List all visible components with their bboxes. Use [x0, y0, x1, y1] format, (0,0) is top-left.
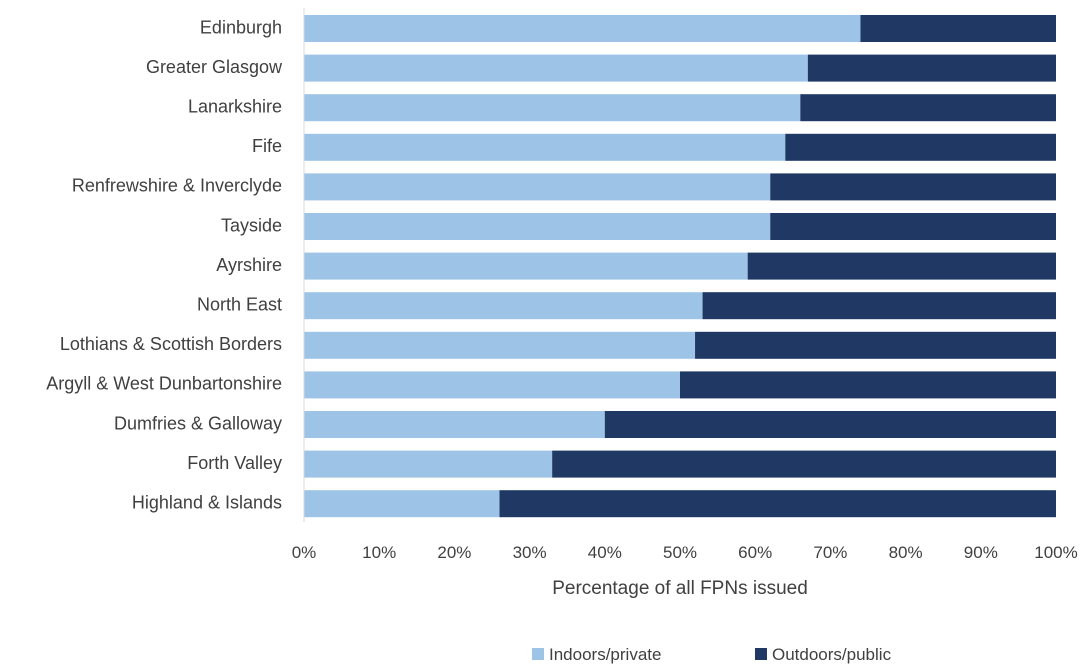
bar-segment-outdoors [785, 133, 1056, 161]
bar-segment-outdoors [604, 411, 1056, 438]
category-label: Fife [252, 136, 282, 156]
bar-segment-outdoors [499, 490, 1056, 518]
bar-segment-outdoors [695, 331, 1056, 359]
bar-segment-outdoors [552, 450, 1056, 478]
legend-label-outdoors: Outdoors/public [772, 645, 892, 664]
x-tick-label: 0% [292, 543, 317, 562]
category-label: Forth Valley [187, 453, 282, 473]
bar-segment-indoors [304, 213, 771, 240]
x-tick-label: 50% [663, 543, 697, 562]
bar-segment-outdoors [680, 371, 1056, 399]
category-label: Edinburgh [200, 17, 282, 37]
category-label: Tayside [221, 215, 282, 235]
x-tick-label: 90% [964, 543, 998, 562]
bar-segment-indoors [304, 133, 786, 161]
bar-segment-outdoors [747, 252, 1056, 280]
legend-label-indoors: Indoors/private [549, 645, 661, 664]
x-tick-label: 80% [889, 543, 923, 562]
bar-segment-indoors [304, 490, 500, 518]
category-label: Highland & Islands [132, 492, 282, 512]
bars-layer [304, 15, 1056, 518]
x-tick-label: 100% [1034, 543, 1077, 562]
bar-segment-outdoors [860, 15, 1056, 42]
bar-segment-outdoors [770, 173, 1056, 201]
category-label: North East [197, 294, 282, 314]
category-label: Argyll & West Dunbartonshire [46, 374, 282, 394]
category-label: Dumfries & Galloway [114, 413, 282, 433]
x-tick-label: 10% [362, 543, 396, 562]
bar-segment-indoors [304, 450, 553, 478]
legend: Indoors/private Outdoors/public [532, 645, 892, 664]
bar-segment-indoors [304, 371, 680, 399]
bar-segment-outdoors [807, 54, 1056, 82]
x-tick-label: 40% [588, 543, 622, 562]
bar-segment-indoors [304, 173, 771, 201]
bar-segment-indoors [304, 252, 748, 280]
x-tick-labels: 0% 10% 20% 30% 40% 50% 60% 70% 80% 90% 100% [292, 543, 1078, 562]
x-tick-label: 20% [437, 543, 471, 562]
category-label: Renfrewshire & Inverclyde [72, 176, 282, 196]
category-label: Ayrshire [216, 255, 282, 275]
bar-segment-indoors [304, 94, 801, 122]
bar-segment-outdoors [702, 292, 1056, 320]
category-label: Greater Glasgow [146, 57, 283, 77]
bar-segment-indoors [304, 292, 703, 320]
bar-segment-indoors [304, 411, 605, 438]
legend-swatch-indoors [532, 648, 544, 660]
legend-swatch-outdoors [755, 648, 767, 660]
category-label: Lanarkshire [188, 96, 282, 116]
bar-segment-indoors [304, 15, 861, 42]
category-label: Lothians & Scottish Borders [60, 334, 282, 354]
x-tick-label: 30% [513, 543, 547, 562]
bar-segment-outdoors [800, 94, 1056, 122]
bar-segment-indoors [304, 331, 696, 359]
x-tick-label: 60% [738, 543, 772, 562]
bar-segment-outdoors [770, 213, 1056, 240]
bar-segment-indoors [304, 54, 808, 82]
x-tick-label: 70% [813, 543, 847, 562]
category-labels: Edinburgh Greater Glasgow Lanarkshire Fife R… [46, 17, 283, 512]
x-axis-title: Percentage of all FPNs issued [552, 578, 808, 599]
